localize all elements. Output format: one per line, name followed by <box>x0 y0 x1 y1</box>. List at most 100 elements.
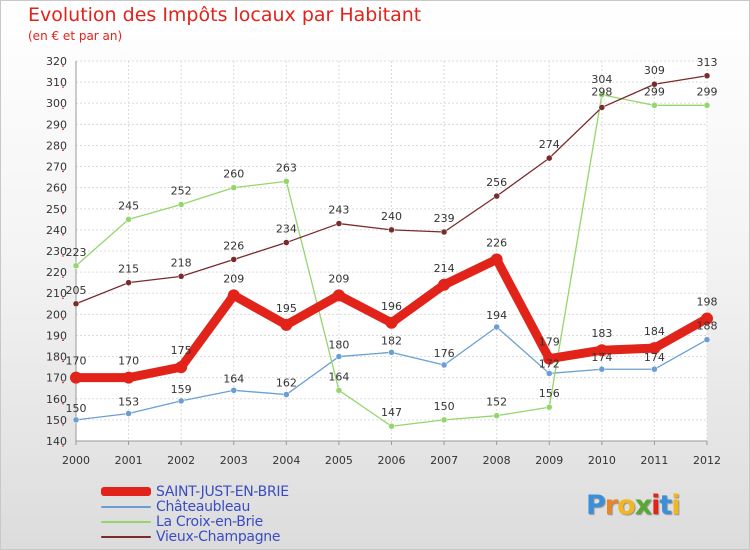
data-label: 298 <box>591 85 612 98</box>
data-label: 226 <box>486 236 507 249</box>
data-label: 150 <box>66 402 87 415</box>
data-label: 223 <box>66 246 87 259</box>
data-label: 226 <box>223 239 244 252</box>
legend-swatch <box>101 536 151 538</box>
data-point <box>177 273 185 280</box>
y-tick-label: 220 <box>46 266 67 279</box>
x-tick-label: 2007 <box>430 454 458 467</box>
data-label: 252 <box>171 185 192 198</box>
data-label: 198 <box>697 296 718 309</box>
data-label: 274 <box>539 138 560 151</box>
data-point <box>70 371 82 384</box>
data-label: 147 <box>381 406 402 419</box>
x-tick-label: 2008 <box>483 454 511 467</box>
proxiti-logo: Proxiti <box>586 490 681 521</box>
data-label: 182 <box>381 334 402 347</box>
x-tick-label: 2010 <box>588 454 616 467</box>
data-point <box>493 192 500 200</box>
data-label: 234 <box>276 223 297 236</box>
y-tick-label: 200 <box>46 308 67 321</box>
legend-swatch <box>101 521 151 523</box>
data-label: 152 <box>486 396 507 409</box>
data-point <box>230 184 237 191</box>
data-label: 245 <box>118 199 139 212</box>
x-tick-label: 2011 <box>640 454 668 467</box>
data-point <box>493 323 500 331</box>
data-point <box>125 410 132 417</box>
y-tick-label: 280 <box>46 139 67 152</box>
data-point <box>177 201 185 208</box>
chart-subtitle: (en € et par an) <box>28 29 123 43</box>
data-point <box>703 72 711 80</box>
x-tick-label: 2004 <box>272 454 300 467</box>
data-label: 309 <box>644 64 665 77</box>
data-point <box>701 312 713 325</box>
y-tick-label: 170 <box>46 372 67 385</box>
x-tick-label: 2001 <box>115 454 143 467</box>
data-label: 175 <box>171 344 192 357</box>
data-point <box>546 370 553 377</box>
legend-label: La Croix-en-Brie <box>156 514 263 530</box>
data-point <box>283 239 290 246</box>
y-tick-label: 290 <box>46 118 67 131</box>
data-point <box>651 80 658 88</box>
data-label: 218 <box>171 256 192 269</box>
legend-swatch <box>101 506 151 508</box>
y-tick-label: 140 <box>46 435 67 448</box>
y-tick-label: 310 <box>46 76 67 89</box>
y-tick-label: 250 <box>46 203 67 216</box>
data-point <box>595 344 608 357</box>
data-label: 174 <box>644 351 665 364</box>
y-tick-label: 230 <box>46 245 67 258</box>
legend-swatch <box>101 487 151 496</box>
data-label: 205 <box>66 284 87 297</box>
data-point <box>598 91 606 99</box>
data-label: 299 <box>644 85 665 98</box>
data-point <box>175 361 188 374</box>
data-label: 184 <box>644 325 665 338</box>
data-label: 243 <box>328 204 349 217</box>
data-label: 209 <box>223 272 244 285</box>
data-label: 215 <box>118 263 139 276</box>
data-point <box>388 422 395 430</box>
data-point <box>122 371 135 384</box>
data-label: 159 <box>171 383 192 396</box>
data-point <box>125 279 132 286</box>
data-point <box>332 289 345 302</box>
y-tick-label: 150 <box>46 414 67 427</box>
data-point <box>440 416 448 424</box>
legend-label: Châteaubleau <box>156 499 251 515</box>
data-point <box>546 154 553 162</box>
data-label: 196 <box>381 300 402 313</box>
data-point <box>543 352 556 365</box>
data-label: 174 <box>591 351 612 364</box>
y-tick-label: 300 <box>46 97 67 110</box>
data-point <box>283 391 290 398</box>
y-tick-label: 210 <box>46 287 67 300</box>
data-label: 164 <box>223 372 244 385</box>
data-label: 183 <box>591 327 612 340</box>
data-label: 170 <box>66 355 87 368</box>
data-point <box>280 318 293 331</box>
data-point <box>72 262 80 270</box>
data-point <box>227 289 240 302</box>
x-tick-label: 2009 <box>535 454 563 467</box>
y-tick-label: 270 <box>46 161 67 174</box>
legend-label: Vieux-Champagne <box>156 529 281 545</box>
data-label: 209 <box>328 272 349 285</box>
x-tick-label: 2006 <box>378 454 406 467</box>
chart-title: Evolution des Impôts locaux par Habitant <box>28 4 422 26</box>
data-point <box>651 102 658 109</box>
data-point <box>493 412 500 419</box>
data-label: 240 <box>381 210 402 223</box>
data-point <box>440 228 448 236</box>
data-label: 299 <box>697 85 718 98</box>
data-point <box>703 102 711 109</box>
data-point <box>440 361 448 369</box>
x-tick-label: 2000 <box>62 454 90 467</box>
data-label: 304 <box>591 73 612 86</box>
data-point <box>125 216 132 223</box>
data-point <box>283 178 290 185</box>
data-label: 195 <box>276 302 297 315</box>
